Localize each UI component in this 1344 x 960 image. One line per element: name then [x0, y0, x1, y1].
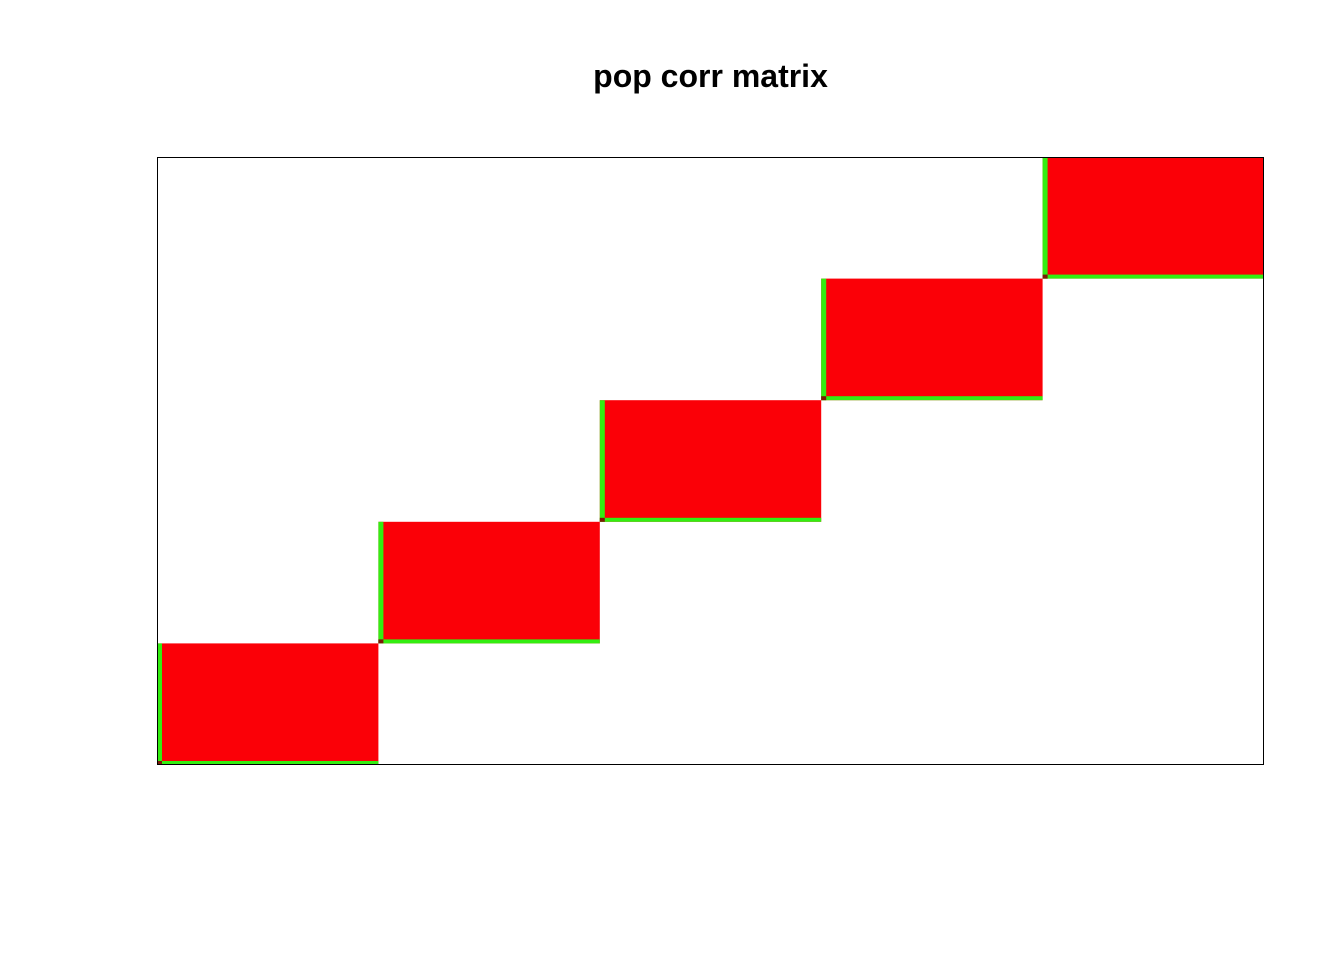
heatmap-block-1	[157, 643, 379, 765]
heatmap-block-1-bottom-edge	[157, 761, 379, 765]
heatmap-block-3-left-edge	[599, 400, 605, 522]
heatmap-block-4	[821, 278, 1043, 401]
plot-frame	[157, 157, 1264, 765]
heatmap-block-5-bottom-edge	[1042, 274, 1264, 279]
heatmap-block-3	[599, 400, 822, 522]
heatmap-block-4-bottom-edge	[821, 396, 1043, 401]
heatmap-block-5-left-edge	[1042, 157, 1048, 279]
heatmap-block-3-corner	[599, 517, 605, 522]
heatmap-block-5-corner	[1042, 274, 1048, 279]
heatmap-block-2	[378, 521, 600, 644]
heatmap-block-1-left-edge	[157, 643, 162, 765]
chart-title: pop corr matrix	[593, 58, 828, 94]
heatmap-block-4-left-edge	[821, 278, 827, 401]
heatmap-block-2-corner	[378, 639, 384, 644]
heatmap-block-1-corner	[157, 761, 162, 765]
heatmap-block-4-corner	[821, 396, 827, 401]
heatmap-block-2-bottom-edge	[378, 639, 600, 644]
heatmap-block-5	[1042, 157, 1264, 279]
heatmap-block-2-left-edge	[378, 521, 384, 644]
heatmap-block-3-bottom-edge	[599, 517, 822, 522]
heatmap-cells	[157, 157, 1264, 765]
